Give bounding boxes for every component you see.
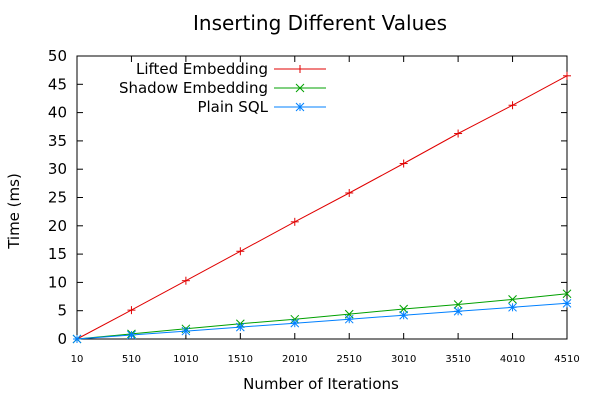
x-tick-label: 3010 <box>391 354 416 365</box>
series-point-2 <box>562 298 572 308</box>
plot-frame <box>76 55 568 340</box>
series-point-2 <box>508 302 517 312</box>
x-tick-label: 1010 <box>173 354 198 365</box>
series-line-0 <box>76 75 568 340</box>
series-point-2 <box>344 314 354 324</box>
y-tick-label: 40 <box>48 104 67 122</box>
y-tick-label: 20 <box>48 217 67 235</box>
series-point-1 <box>399 304 409 314</box>
legend-marker <box>295 83 305 93</box>
series-line-2 <box>76 302 568 340</box>
x-tick-label: 3510 <box>445 354 470 365</box>
series-point-0 <box>127 306 136 315</box>
series-point-0 <box>181 276 190 285</box>
x-tick-label: 10 <box>71 354 84 365</box>
legend-label: Lifted Embedding <box>136 60 268 78</box>
series-point-0 <box>454 129 463 138</box>
x-tick-label: 510 <box>122 354 141 365</box>
series-point-2 <box>235 322 245 332</box>
series-point-2 <box>72 334 82 344</box>
series-line-1 <box>76 293 568 340</box>
series-point-2 <box>453 306 463 316</box>
legend-label: Plain SQL <box>197 98 268 116</box>
chart-title: Inserting Different Values <box>193 11 447 35</box>
series-point-0 <box>345 188 354 197</box>
y-tick-label: 30 <box>48 160 67 178</box>
series-point-2 <box>127 330 136 340</box>
x-tick-label: 2510 <box>336 354 361 365</box>
series-point-0 <box>236 247 245 256</box>
y-tick-label: 10 <box>48 273 67 291</box>
series-point-0 <box>290 217 299 226</box>
series-point-2 <box>290 318 300 328</box>
y-tick-label: 25 <box>48 189 67 207</box>
series-point-1 <box>453 300 463 309</box>
series-point-0 <box>563 71 571 80</box>
series-point-2 <box>399 310 409 320</box>
x-axis-label: Number of Iterations <box>243 375 399 393</box>
y-tick-label: 15 <box>48 245 67 263</box>
y-tick-label: 5 <box>57 302 67 320</box>
series-point-1 <box>562 289 572 299</box>
y-tick-label: 35 <box>48 132 67 150</box>
y-tick-label: 50 <box>48 47 67 65</box>
legend-label: Shadow Embedding <box>119 79 268 97</box>
legend-marker <box>296 65 304 73</box>
y-tick-label: 45 <box>48 75 67 93</box>
series-point-2 <box>181 326 191 336</box>
x-tick-label: 4010 <box>500 354 525 365</box>
x-tick-label: 1510 <box>228 354 253 365</box>
legend-marker <box>295 102 305 112</box>
x-tick-label: 4510 <box>554 354 579 365</box>
series-point-0 <box>399 159 408 168</box>
y-axis-label: Time (ms) <box>5 173 23 250</box>
series-point-0 <box>508 101 517 110</box>
y-tick-label: 0 <box>57 330 67 348</box>
x-tick-label: 2010 <box>282 354 307 365</box>
series-point-1 <box>508 295 517 304</box>
